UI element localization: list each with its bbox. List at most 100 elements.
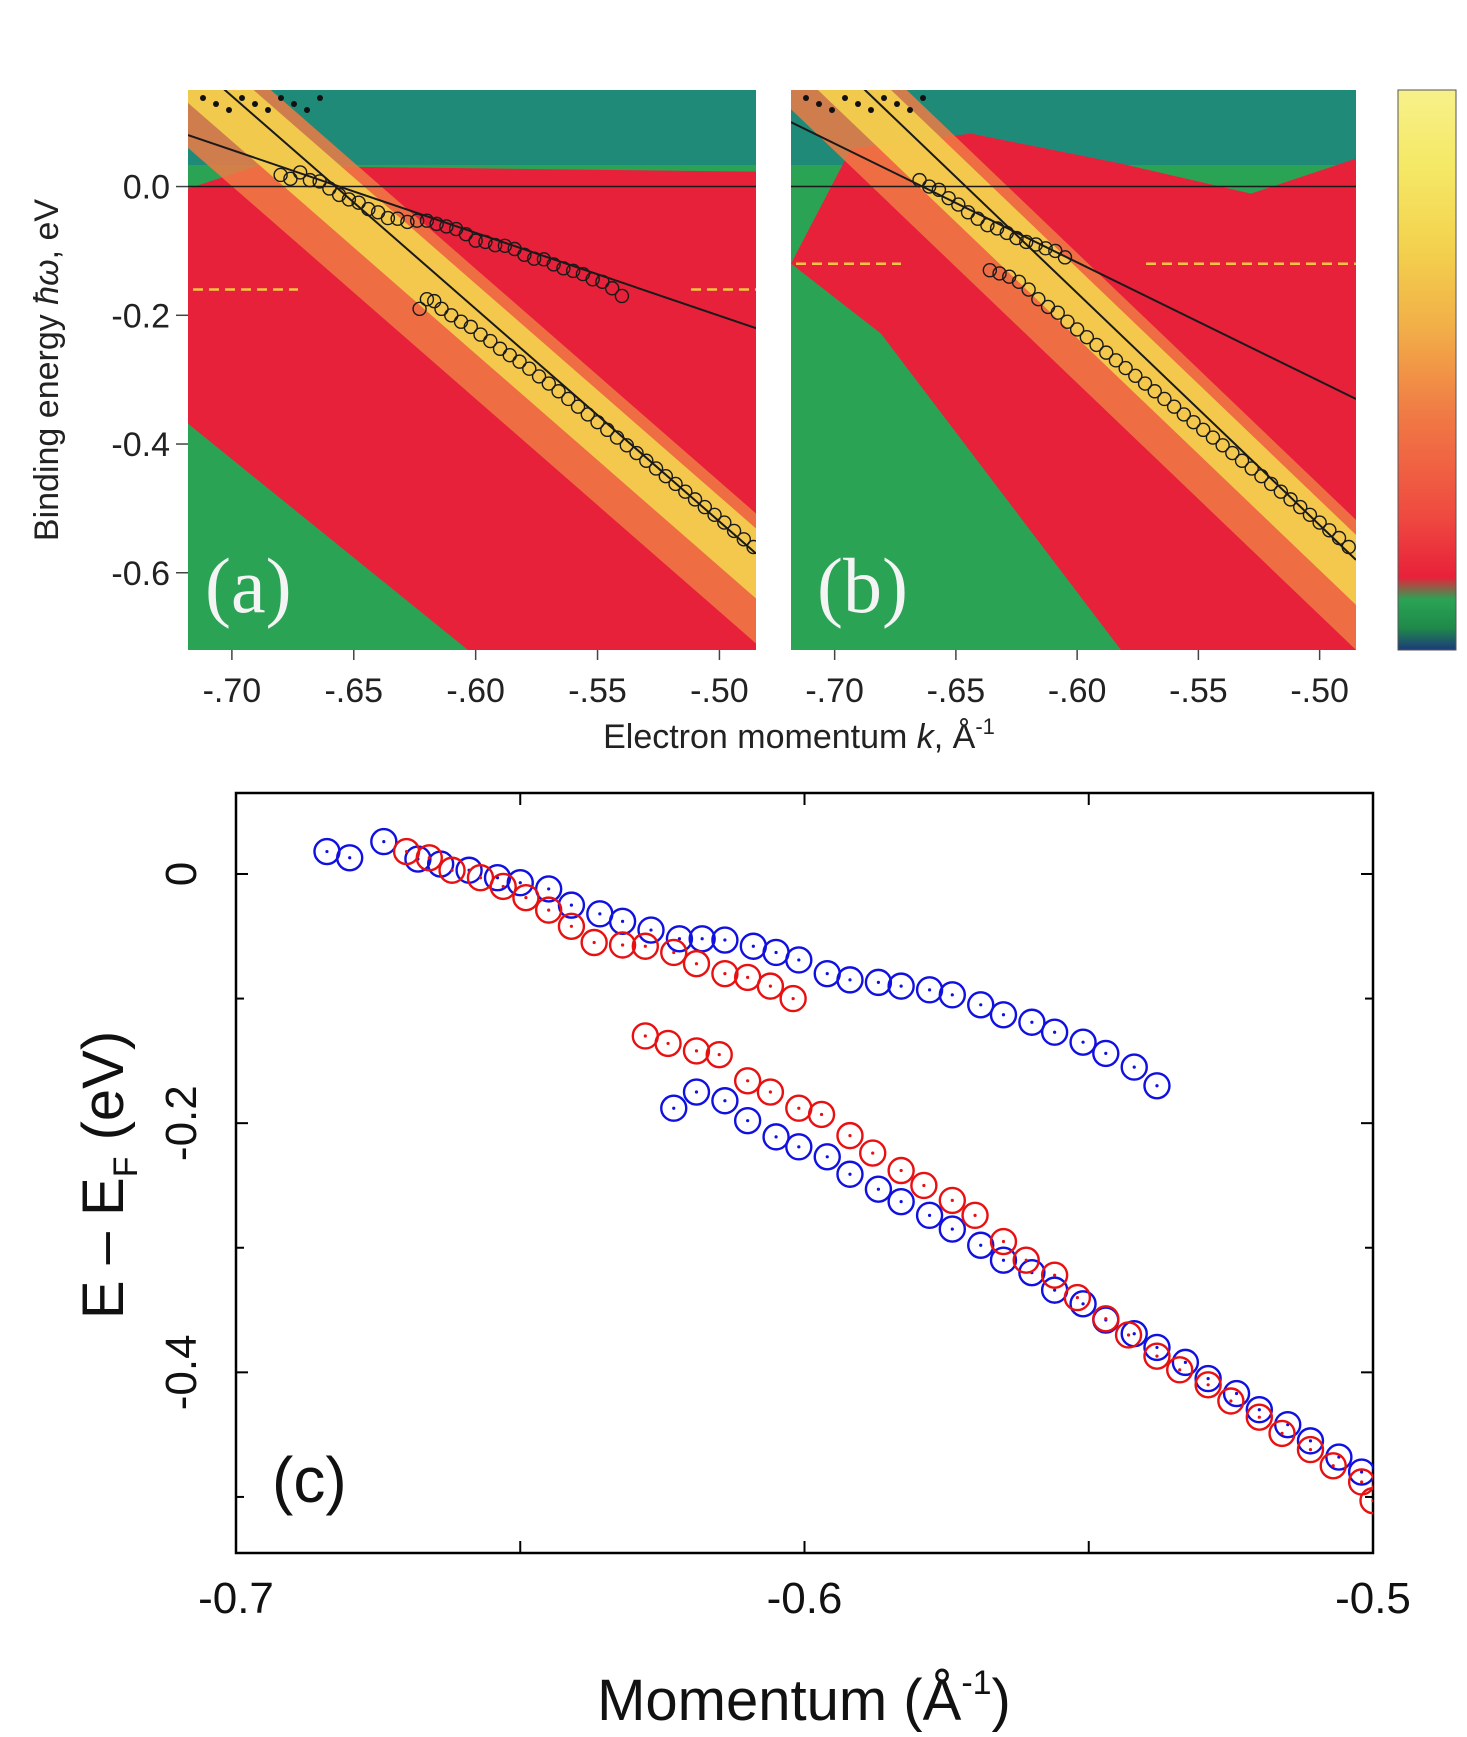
point-c-red (779, 984, 807, 1013)
y-tick-label-c: 0 (157, 862, 206, 886)
point-a-upper (341, 192, 357, 207)
noise-speckle-a (239, 95, 245, 101)
point-c-center-blue-lower (694, 1090, 699, 1094)
point-c-red-lower (807, 1100, 836, 1129)
point-c-center-blue-lower (1206, 1376, 1210, 1381)
point-a-lower (609, 430, 625, 445)
point-c-center-blue-lower (876, 1187, 881, 1191)
point-c-red-lower (1217, 1387, 1245, 1415)
point-c-center-blue (1132, 1065, 1136, 1069)
point-c-red (660, 938, 688, 967)
point-c-blue (637, 916, 665, 944)
point-c-red-lower (1268, 1419, 1296, 1448)
point-c-center-blue-lower (797, 1145, 801, 1149)
point-c-blue-lower (1069, 1290, 1097, 1318)
noise-speckle-b (894, 101, 900, 107)
noise-speckle-a (265, 107, 271, 113)
point-a-lower (736, 532, 752, 547)
point-a-lower (570, 399, 586, 414)
point-b-lower (1225, 445, 1240, 461)
point-a-upper (390, 211, 405, 226)
noise-speckle-a (213, 101, 219, 107)
point-a-lower (687, 492, 703, 507)
point-a-lower (419, 291, 435, 307)
point-a-lower (473, 327, 488, 342)
point-c-center-red-lower (1280, 1431, 1284, 1435)
point-c-blue-lower (1143, 1333, 1171, 1362)
point-c-center-red-lower (746, 1079, 750, 1083)
point-c-blue-lower (711, 1087, 739, 1115)
point-a-lower (717, 515, 732, 530)
y-tick-label-c: -0.2 (157, 1085, 206, 1161)
point-c-blue (785, 946, 813, 974)
point-c-center-red (547, 908, 551, 912)
noise-speckle-a (317, 95, 323, 101)
x-tick-label-b: -.65 (927, 672, 986, 710)
point-a-upper (283, 171, 298, 187)
point-c-center-blue-lower (1308, 1439, 1313, 1443)
point-a-lower (492, 341, 508, 356)
point-b-lower (1186, 414, 1201, 430)
point-c-red-lower (1194, 1371, 1222, 1399)
point-b-upper (1057, 250, 1073, 265)
point-c-red (534, 896, 563, 924)
point-c-blue (1143, 1072, 1171, 1100)
noise-speckle-a (304, 107, 310, 113)
panel-a-label: (a) (205, 542, 292, 629)
point-c-center-red (723, 972, 727, 976)
point-a-upper (429, 216, 444, 232)
point-c-center-red-lower (1178, 1368, 1182, 1372)
point-c-center-red (746, 975, 750, 979)
heatmap-orange-band-b (791, 90, 1356, 650)
heatmap-orange-band-a (188, 90, 756, 644)
point-c-red-lower (733, 1067, 762, 1095)
panel-b (791, 90, 1356, 650)
point-b-lower (1166, 399, 1182, 414)
panel-b-label: (b) (817, 542, 908, 629)
point-c-red-lower (682, 1037, 711, 1065)
point-c-blue (370, 827, 398, 856)
point-c-blue-lower (785, 1133, 813, 1161)
point-c-red-lower (1359, 1486, 1373, 1515)
point-b-upper (1038, 241, 1053, 256)
noise-speckle-b (907, 107, 913, 113)
point-b-lower (992, 266, 1007, 281)
point-c-blue-lower (1296, 1427, 1325, 1455)
point-a-upper (556, 261, 571, 276)
point-b-lower (1069, 322, 1085, 337)
point-c-center-blue-lower (1360, 1470, 1364, 1474)
point-c-red-lower (756, 1078, 785, 1106)
point-c-red-lower (1012, 1246, 1040, 1274)
point-c-red (438, 856, 466, 884)
point-b-lower (1312, 515, 1327, 530)
point-c-center-red-lower (666, 1041, 670, 1046)
x-axis-label-top: Electron momentum k, Å-1 (603, 714, 995, 756)
point-c-blue (665, 925, 694, 953)
point-c-center-blue (518, 881, 522, 885)
noise-speckle-b (920, 95, 926, 101)
point-b-lower (1157, 391, 1172, 407)
point-c-center-blue (899, 984, 903, 988)
point-c-center-red (404, 849, 409, 854)
point-a-upper (292, 165, 308, 180)
point-a-upper (526, 251, 542, 266)
point-c-blue-lower (915, 1201, 944, 1230)
point-c-center-red-lower (922, 1183, 926, 1188)
point-c-center-blue (700, 937, 704, 941)
point-c-blue-lower (733, 1106, 762, 1135)
point-c-red-lower (910, 1171, 938, 1200)
point-c-red (631, 932, 660, 960)
point-c-center-red-lower (694, 1049, 699, 1053)
panel-c-label: (c) (272, 1444, 347, 1516)
point-c-red-lower (859, 1139, 887, 1167)
point-c-center-blue (950, 993, 954, 997)
point-a-lower (629, 445, 644, 461)
point-c-red (489, 872, 517, 901)
point-b-lower (1050, 305, 1065, 320)
point-c-blue (1092, 1039, 1120, 1068)
point-c-red (711, 959, 739, 988)
y-tick-label-top: 0.0 (123, 169, 170, 207)
point-c-red-lower (654, 1029, 682, 1058)
point-a-lower (658, 469, 674, 484)
point-c-center-blue-lower (1155, 1345, 1159, 1350)
